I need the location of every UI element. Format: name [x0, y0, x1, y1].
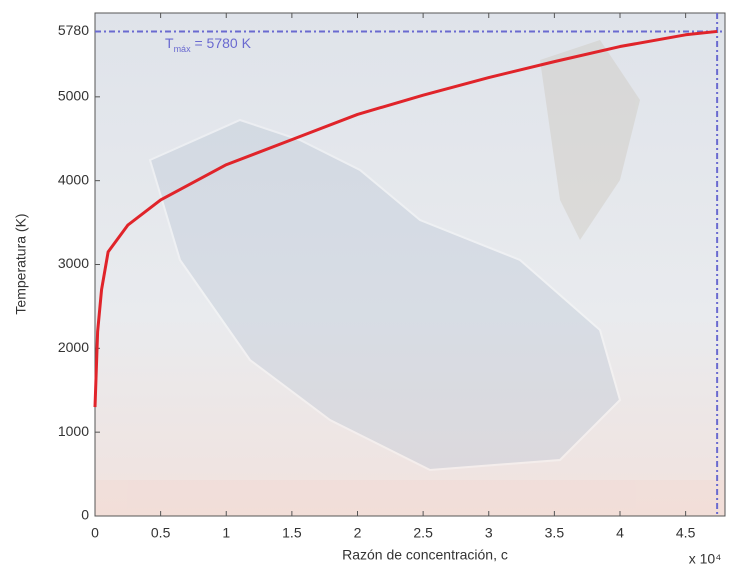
x-tick-label: 4.5	[676, 525, 696, 541]
x-tick-label: 2	[354, 525, 362, 541]
annotation-sub: máx	[174, 44, 192, 54]
x-axis-label: Razón de concentración, c	[342, 547, 508, 563]
y-tick-label: 5000	[58, 88, 89, 104]
x-tick-label: 1.5	[282, 525, 302, 541]
y-tick-label: 3000	[58, 255, 89, 271]
x-tick-label: 0.5	[151, 525, 171, 541]
y-tick-label: 4000	[58, 171, 89, 187]
y-tick-label: 5780	[58, 22, 89, 38]
y-tick-label: 1000	[58, 423, 89, 439]
x-tick-label: 4	[616, 525, 624, 541]
y-tick-label: 0	[81, 507, 89, 523]
chart: Temperatura (K) Razón de concentración, …	[0, 0, 739, 568]
y-tick-label: 2000	[58, 339, 89, 355]
x-multiplier: x 10⁴	[689, 551, 721, 567]
annotation-rest: = 5780 K	[191, 35, 252, 51]
x-tick-label: 3.5	[545, 525, 565, 541]
x-tick-label: 2.5	[413, 525, 433, 541]
y-axis-label: Temperatura (K)	[13, 213, 29, 314]
x-tick-label: 1	[222, 525, 230, 541]
x-tick-label: 0	[91, 525, 99, 541]
x-tick-label: 3	[485, 525, 493, 541]
